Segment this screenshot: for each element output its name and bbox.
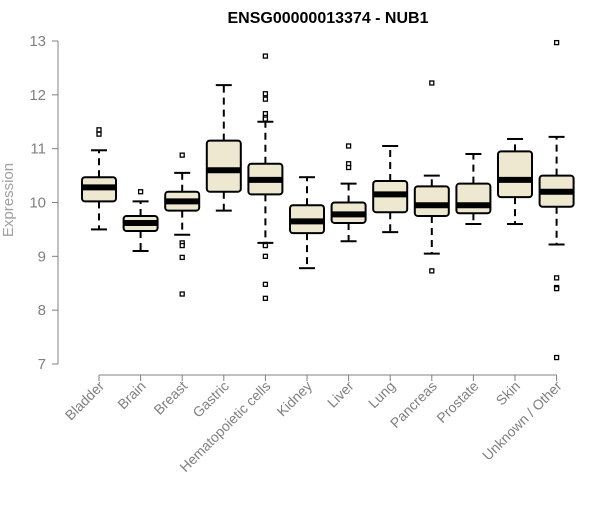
y-axis: 7 8 9 10 11 12 13 — [29, 33, 59, 373]
outlier-point — [96, 127, 102, 133]
outlier-point — [262, 91, 269, 97]
outlier-point — [262, 295, 269, 301]
box-11 — [538, 39, 575, 361]
x-tick-label: Skin — [493, 378, 524, 409]
outlier-point — [179, 291, 185, 297]
box-5 — [289, 176, 325, 270]
box-3 — [205, 84, 242, 212]
y-tick-label: 9 — [38, 248, 46, 265]
outlier-point — [179, 242, 185, 249]
y-axis-label: Expression — [0, 163, 17, 237]
box-iqr — [205, 139, 242, 193]
box-iqr — [455, 182, 492, 215]
outlier-point — [262, 242, 269, 249]
box-7 — [372, 144, 409, 234]
y-tick-label: 11 — [30, 141, 46, 158]
outlier-point — [345, 143, 352, 149]
box-iqr — [413, 185, 450, 217]
box-2 — [164, 152, 201, 297]
y-tick-label: 8 — [38, 302, 46, 319]
x-tick-label: Brain — [114, 378, 148, 412]
outlier-point — [179, 152, 185, 158]
outlier-point — [429, 268, 435, 274]
x-tick-label: Breast — [150, 378, 190, 418]
x-tick-label: Liver — [324, 378, 357, 411]
y-tick-label: 10 — [29, 195, 46, 212]
outlier-point — [262, 116, 269, 122]
box-9 — [455, 153, 492, 226]
outlier-point — [262, 53, 269, 59]
x-tick-label: Bladder — [62, 378, 108, 424]
outlier-point — [429, 80, 435, 86]
outlier-point — [345, 164, 352, 171]
chart-title: ENSG00000013374 - NUB1 — [227, 10, 428, 27]
x-tick-label: Lung — [365, 378, 398, 411]
outlier-point — [179, 254, 185, 261]
outlier-point — [262, 281, 269, 287]
box-6 — [330, 143, 367, 243]
box-4 — [247, 53, 284, 301]
box-0 — [81, 127, 117, 231]
y-tick-label: 7 — [38, 356, 46, 373]
box-10 — [497, 137, 533, 226]
outlier-point — [553, 39, 560, 46]
outlier-point — [262, 253, 269, 259]
outlier-point — [96, 131, 102, 137]
box-series — [81, 39, 575, 361]
outlier-point — [553, 285, 560, 292]
box-8 — [413, 80, 450, 274]
x-tick-label: Prostate — [433, 378, 481, 426]
outlier-point — [262, 96, 269, 102]
x-tick-label: Kidney — [274, 378, 316, 420]
box-1 — [122, 189, 159, 252]
outlier-point — [553, 275, 560, 281]
outlier-point — [553, 354, 560, 361]
x-tick-label: Unknown / Other — [479, 378, 565, 464]
y-tick-label: 13 — [29, 33, 46, 50]
y-tick-label: 12 — [29, 87, 46, 104]
box-iqr — [497, 150, 533, 199]
outlier-point — [137, 189, 144, 195]
